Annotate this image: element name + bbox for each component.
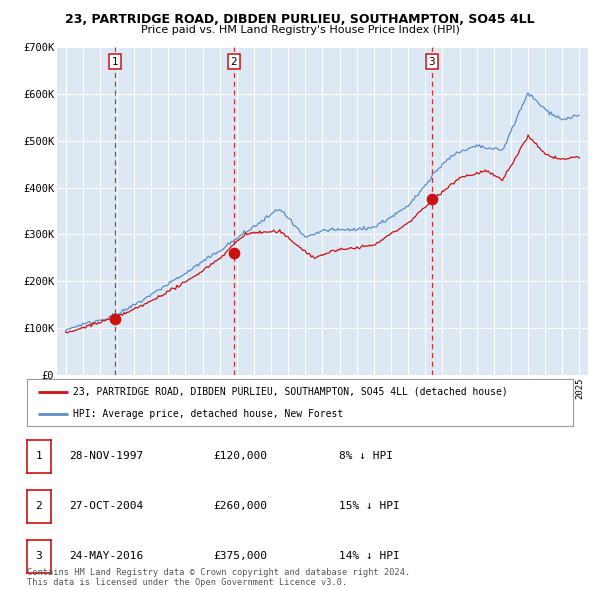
Text: HPI: Average price, detached house, New Forest: HPI: Average price, detached house, New …: [73, 409, 344, 419]
Point: [110, 314, 120, 323]
Text: 23, PARTRIDGE ROAD, DIBDEN PURLIEU, SOUTHAMPTON, SO45 4LL (detached house): 23, PARTRIDGE ROAD, DIBDEN PURLIEU, SOUT…: [73, 387, 508, 397]
Text: £375,000: £375,000: [213, 552, 267, 561]
Text: 14% ↓ HPI: 14% ↓ HPI: [339, 552, 400, 561]
Text: 2: 2: [230, 57, 237, 67]
Text: 27-OCT-2004: 27-OCT-2004: [69, 502, 143, 511]
Text: 3: 3: [428, 57, 435, 67]
Text: 28-NOV-1997: 28-NOV-1997: [69, 451, 143, 461]
Text: 2: 2: [35, 502, 43, 511]
Text: 15% ↓ HPI: 15% ↓ HPI: [339, 502, 400, 511]
Text: 1: 1: [112, 57, 119, 67]
Text: 3: 3: [35, 552, 43, 561]
Text: £120,000: £120,000: [213, 451, 267, 461]
Text: Price paid vs. HM Land Registry's House Price Index (HPI): Price paid vs. HM Land Registry's House …: [140, 25, 460, 35]
Point: [427, 195, 437, 204]
Text: Contains HM Land Registry data © Crown copyright and database right 2024.
This d: Contains HM Land Registry data © Crown c…: [27, 568, 410, 587]
Text: 23, PARTRIDGE ROAD, DIBDEN PURLIEU, SOUTHAMPTON, SO45 4LL: 23, PARTRIDGE ROAD, DIBDEN PURLIEU, SOUT…: [65, 13, 535, 26]
Text: 24-MAY-2016: 24-MAY-2016: [69, 552, 143, 561]
Point: [229, 248, 239, 258]
Text: 1: 1: [35, 451, 43, 461]
Text: 8% ↓ HPI: 8% ↓ HPI: [339, 451, 393, 461]
Text: £260,000: £260,000: [213, 502, 267, 511]
